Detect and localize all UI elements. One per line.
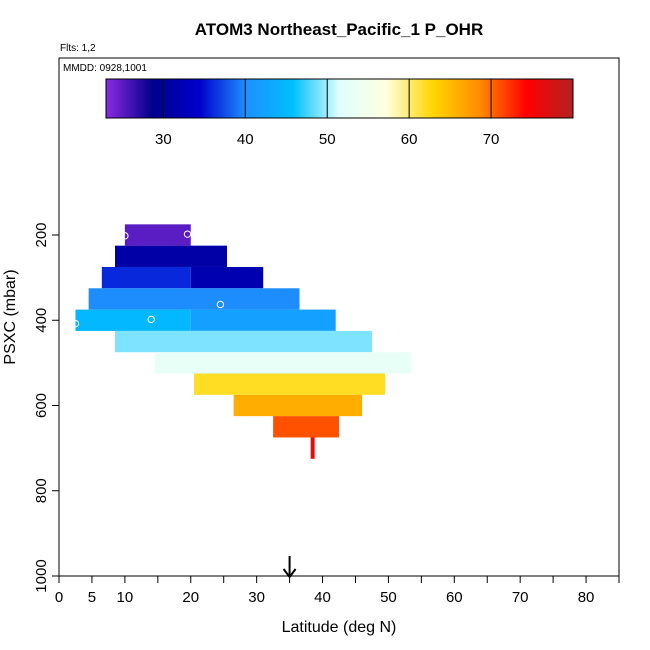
data-point-3 xyxy=(147,315,155,324)
colorbar-gradient xyxy=(105,78,574,119)
x-tick-label-70: 70 xyxy=(512,589,529,606)
x-axis: 0 5 10 20 30 40 50 60 70 80 xyxy=(55,576,620,606)
y-axis: 200 400 600 800 1000 xyxy=(33,222,59,593)
data-point-4 xyxy=(71,319,80,328)
heatmap-cell-300-0 xyxy=(101,266,191,289)
plot-frame xyxy=(58,57,620,577)
colorbar-ticks: 30 40 50 60 70 xyxy=(155,79,499,148)
heatmap-cell-650-0 xyxy=(273,416,339,438)
colorbar-tick-label-60: 60 xyxy=(401,131,418,148)
heatmap-cell-450-0 xyxy=(115,330,372,353)
data-points xyxy=(71,230,225,328)
y-tick-label-600: 600 xyxy=(33,393,50,418)
x-axis-label: Latitude (deg N) xyxy=(282,619,397,636)
x-tick-label-60: 60 xyxy=(446,589,463,606)
colorbar-tick-label-30: 30 xyxy=(155,131,172,148)
colorbar: 30 40 50 60 70 xyxy=(105,78,574,148)
data-point-2 xyxy=(216,300,225,309)
x-tick-label-30: 30 xyxy=(248,589,265,606)
x-tick-label-80: 80 xyxy=(578,589,595,606)
chart-title: ATOM3 Northeast_Pacific_1 P_OHR xyxy=(195,20,483,39)
colorbar-tick-label-50: 50 xyxy=(319,131,336,148)
flights-label: Flts: 1,2 xyxy=(60,43,96,54)
data-point-0 xyxy=(121,232,129,240)
heatmap-cell-200-0 xyxy=(124,224,191,246)
heatmap-cell-400-1 xyxy=(190,309,336,331)
y-tick-label-400: 400 xyxy=(33,308,50,333)
heatmap-cell-250-0 xyxy=(115,245,227,267)
colorbar-tick-label-40: 40 xyxy=(237,131,254,148)
y-tick-label-800: 800 xyxy=(33,478,50,503)
heatmap-cell-700-0 xyxy=(310,437,315,459)
heatmap-cell-350-0 xyxy=(88,288,300,310)
heatmap-cell-600-0 xyxy=(233,394,363,417)
y-axis-label: PSXC (mbar) xyxy=(2,269,19,364)
y-tick-label-200: 200 xyxy=(33,222,50,247)
heatmap-cell-400-0 xyxy=(75,309,191,331)
heatmap-cells xyxy=(75,224,412,459)
x-tick-label-20: 20 xyxy=(182,589,199,606)
arrow-head xyxy=(282,568,297,579)
data-point-1 xyxy=(183,230,192,238)
x-tick-label-50: 50 xyxy=(380,589,397,606)
y-tick-label-1000: 1000 xyxy=(33,559,50,592)
heatmap-cell-500-0 xyxy=(154,352,412,374)
x-tick-label-40: 40 xyxy=(314,589,331,606)
x-tick-label-5: 5 xyxy=(88,589,96,606)
colorbar-tick-label-70: 70 xyxy=(483,131,500,148)
location-arrow xyxy=(282,556,297,579)
x-tick-label-10: 10 xyxy=(117,589,134,606)
dates-label: MMDD: 0928,1001 xyxy=(63,63,147,74)
x-tick-label-0: 0 xyxy=(55,589,63,606)
heatmap-cell-550-0 xyxy=(194,373,386,395)
heatmap-cell-300-1 xyxy=(190,266,264,289)
